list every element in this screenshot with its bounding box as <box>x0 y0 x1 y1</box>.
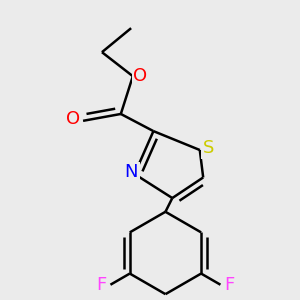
Text: F: F <box>97 276 107 294</box>
Text: N: N <box>124 163 138 181</box>
Text: O: O <box>66 110 80 128</box>
Text: S: S <box>203 139 214 157</box>
Text: O: O <box>133 67 148 85</box>
Text: F: F <box>224 276 234 294</box>
